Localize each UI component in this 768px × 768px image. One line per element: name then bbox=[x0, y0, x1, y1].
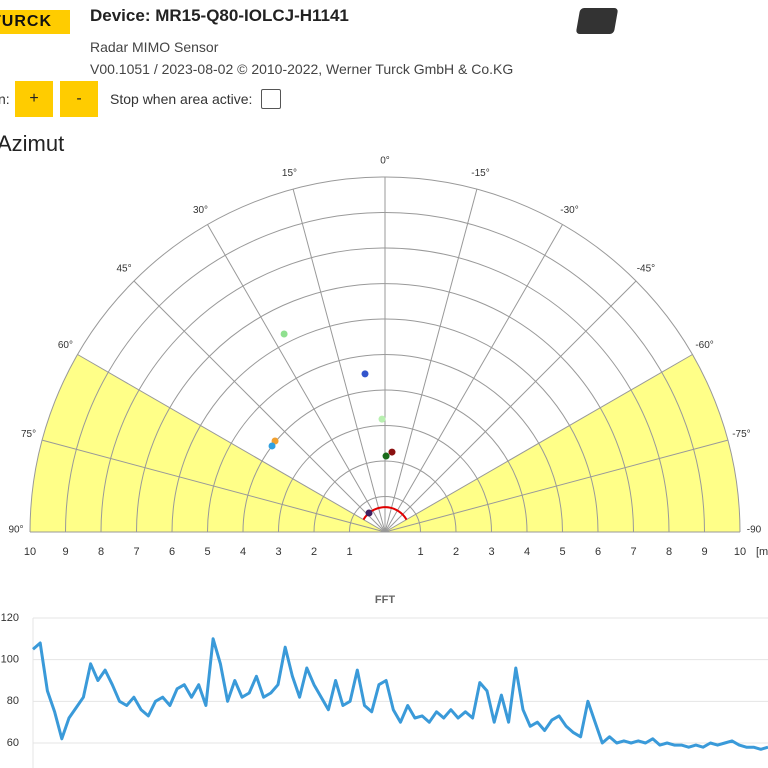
angle-spoke bbox=[384, 280, 637, 533]
stop-checkbox[interactable] bbox=[261, 89, 281, 109]
angle-spoke bbox=[41, 439, 386, 533]
angle-label: -60° bbox=[695, 340, 713, 351]
range-label: 1 bbox=[346, 546, 352, 558]
zoom-label: n: bbox=[0, 91, 10, 107]
target-point bbox=[382, 452, 390, 460]
angle-label: -30° bbox=[560, 205, 578, 216]
angle-label: -15° bbox=[471, 168, 489, 179]
range-label: 6 bbox=[169, 546, 175, 558]
y-tick-label: 120 bbox=[1, 612, 19, 624]
range-label: 10 bbox=[734, 546, 746, 558]
target-point bbox=[361, 370, 369, 378]
angle-spoke bbox=[384, 439, 729, 533]
device-icon bbox=[575, 8, 619, 34]
range-ring bbox=[207, 354, 563, 533]
range-label: 4 bbox=[240, 546, 246, 558]
range-label: 5 bbox=[559, 546, 565, 558]
stop-label: Stop when area active: bbox=[110, 91, 253, 107]
range-ring bbox=[136, 283, 634, 533]
device-title: Device: MR15-Q80-IOLCJ-H1141 bbox=[90, 6, 349, 25]
polar-background bbox=[30, 177, 740, 532]
range-label: 2 bbox=[453, 546, 459, 558]
angle-label: 75° bbox=[21, 429, 36, 440]
target-point bbox=[378, 415, 386, 423]
range-label: 3 bbox=[275, 546, 281, 558]
version: V00.1051 / 2023-08-02 © 2010-2022, Werne… bbox=[90, 61, 514, 77]
range-ring bbox=[313, 460, 457, 533]
range-label: 5 bbox=[204, 546, 210, 558]
range-label: 3 bbox=[488, 546, 494, 558]
angle-label: 30° bbox=[193, 205, 208, 216]
angle-label: 0° bbox=[380, 156, 390, 167]
range-ring bbox=[171, 318, 599, 533]
zoom-out-button[interactable]: - bbox=[60, 81, 98, 117]
angle-spoke bbox=[207, 224, 386, 533]
range-label: 6 bbox=[595, 546, 601, 558]
angle-spoke bbox=[292, 188, 386, 533]
range-unit: [m bbox=[756, 546, 768, 558]
range-label: 4 bbox=[524, 546, 530, 558]
range-ring bbox=[349, 496, 421, 533]
angle-label: 45° bbox=[117, 264, 132, 275]
target-point bbox=[365, 509, 373, 517]
range-label: 9 bbox=[701, 546, 707, 558]
target-point bbox=[280, 330, 288, 338]
range-ring bbox=[29, 176, 741, 533]
range-ring bbox=[65, 212, 705, 533]
range-label: 8 bbox=[98, 546, 104, 558]
range-label: 7 bbox=[630, 546, 636, 558]
angle-label: -75° bbox=[732, 429, 750, 440]
target-point bbox=[271, 437, 279, 445]
range-label: 7 bbox=[133, 546, 139, 558]
min-range-arc bbox=[362, 506, 408, 521]
range-label: 8 bbox=[666, 546, 672, 558]
range-ring bbox=[242, 389, 528, 533]
logo: TURCK bbox=[0, 10, 70, 34]
y-tick-label: 80 bbox=[7, 695, 19, 707]
zone bbox=[30, 354, 385, 532]
angle-label: -45° bbox=[637, 264, 655, 275]
range-label: 2 bbox=[311, 546, 317, 558]
angle-label: 60° bbox=[58, 340, 73, 351]
logo-text: TURCK bbox=[0, 13, 52, 30]
subtitle: Radar MIMO Sensor bbox=[90, 39, 219, 55]
zoom-in-button[interactable]: + bbox=[15, 81, 53, 117]
angle-label: -90 bbox=[747, 525, 762, 536]
angle-spoke bbox=[77, 354, 386, 533]
target-point bbox=[388, 448, 396, 456]
angle-spoke bbox=[384, 224, 563, 533]
angle-label: 90° bbox=[8, 525, 23, 536]
range-ring bbox=[100, 247, 670, 533]
y-tick-label: 60 bbox=[7, 737, 19, 749]
angle-spoke bbox=[384, 188, 478, 533]
range-label: 9 bbox=[62, 546, 68, 558]
polar-title: Azimut bbox=[0, 131, 65, 156]
target-point bbox=[268, 442, 276, 450]
angle-label: 15° bbox=[282, 168, 297, 179]
y-tick-label: 100 bbox=[1, 654, 19, 666]
range-ring bbox=[278, 425, 492, 533]
angle-spoke bbox=[133, 280, 386, 533]
angle-spoke bbox=[384, 354, 693, 533]
fft-line bbox=[32, 637, 768, 751]
zone bbox=[385, 354, 740, 532]
range-label: 10 bbox=[24, 546, 36, 558]
fft-title: FFT bbox=[375, 594, 395, 606]
range-label: 1 bbox=[417, 546, 423, 558]
